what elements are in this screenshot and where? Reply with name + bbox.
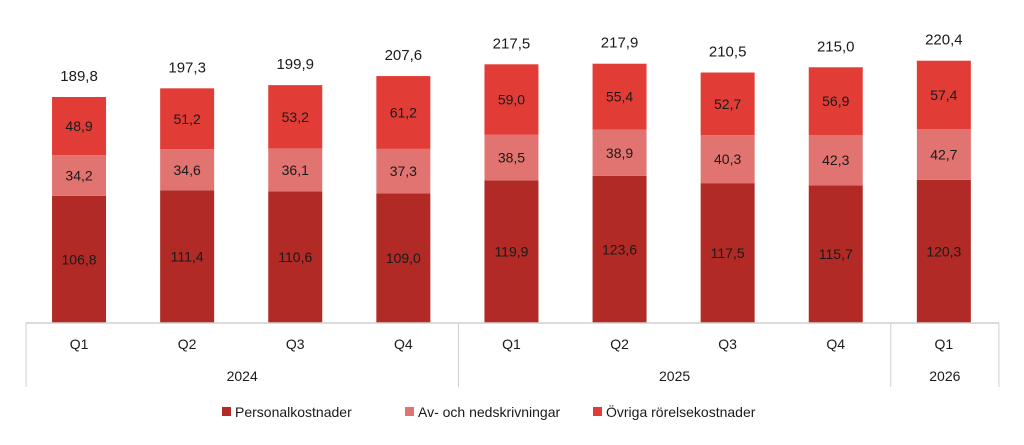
bar-segment [916,60,971,130]
segment-label: 120,3 [926,243,961,259]
bar-segment [376,193,431,323]
bar-segment [592,63,647,130]
bar-segment [52,155,107,196]
segment-label: 117,5 [711,245,745,261]
segment-label: 61,2 [390,104,417,120]
segment-label: 48,9 [65,118,92,134]
segment-label: 36,1 [282,162,309,178]
segment-label: 52,7 [714,96,741,112]
segment-label: 106,8 [62,251,97,267]
bar-segment [700,72,755,136]
bar-segment [160,190,215,323]
bar-segment [916,179,971,323]
total-label: 189,8 [60,68,98,85]
x-group-label: 2025 [659,368,690,384]
bar-segment [484,134,539,181]
x-tick-label: Q3 [286,336,305,352]
bar-segment [160,149,215,191]
segment-label: 123,6 [602,241,637,257]
total-label: 210,5 [709,44,747,61]
segment-label: 119,9 [494,244,528,260]
legend-swatch [593,407,602,416]
x-tick-label: Q4 [826,336,845,352]
total-label: 207,6 [385,47,423,64]
x-tick-label: Q1 [502,336,521,352]
segment-label: 115,7 [819,246,853,262]
segment-label: 37,3 [390,163,417,179]
legend-label: Övriga rörelsekostnader [606,403,756,420]
segment-label: 53,2 [282,109,309,125]
bar-segment [808,185,863,323]
x-tick-label: Q3 [718,336,737,352]
segment-label: 109,0 [386,250,421,266]
segment-label: 55,4 [606,89,633,105]
segment-label: 38,5 [498,149,525,165]
total-label: 220,4 [925,32,963,49]
legend-label: Av- och nedskrivningar [418,404,560,420]
bar-segment [268,148,323,192]
legend-swatch [405,407,414,416]
bar-segment [916,129,971,180]
segment-label: 38,9 [606,145,633,161]
segment-label: 57,4 [930,87,957,103]
x-tick-label: Q1 [70,336,89,352]
total-label: 199,9 [276,56,314,73]
bar-segment [700,183,755,323]
bar-segment [376,76,431,149]
bar-segment [592,129,647,176]
x-tick-label: Q2 [610,336,629,352]
total-label: 217,9 [601,35,639,52]
bar-segment [808,134,863,186]
bar-segment [592,175,647,323]
bar-segment [268,85,323,149]
segment-label: 42,7 [930,146,957,162]
segment-label: 56,9 [822,93,849,109]
segment-label: 51,2 [174,111,201,127]
x-group-label: 2026 [929,368,960,384]
bar-segment [376,148,431,194]
total-label: 217,5 [493,35,531,52]
legend-label: Personalkostnader [235,404,352,420]
x-tick-label: Q4 [394,336,413,352]
segment-label: 59,0 [498,91,525,107]
bar-segment [484,180,539,323]
bar-segment [52,195,107,323]
total-label: 197,3 [168,59,206,76]
segment-label: 42,3 [822,152,849,168]
x-group-label: 2024 [227,368,258,384]
bar-segment [700,135,755,184]
x-tick-label: Q1 [935,336,954,352]
segment-label: 110,6 [278,249,312,265]
total-label: 215,0 [817,38,855,55]
segment-label: 111,4 [171,249,204,265]
x-tick-label: Q2 [178,336,197,352]
bar-segment [52,97,107,156]
legend-swatch [222,407,231,416]
bar-segment [160,88,215,150]
bar-segment [268,191,323,323]
segment-label: 34,6 [174,162,201,178]
bar-segment [808,67,863,135]
segment-label: 40,3 [714,151,741,167]
bar-segment [484,64,539,135]
segment-label: 34,2 [65,168,92,184]
